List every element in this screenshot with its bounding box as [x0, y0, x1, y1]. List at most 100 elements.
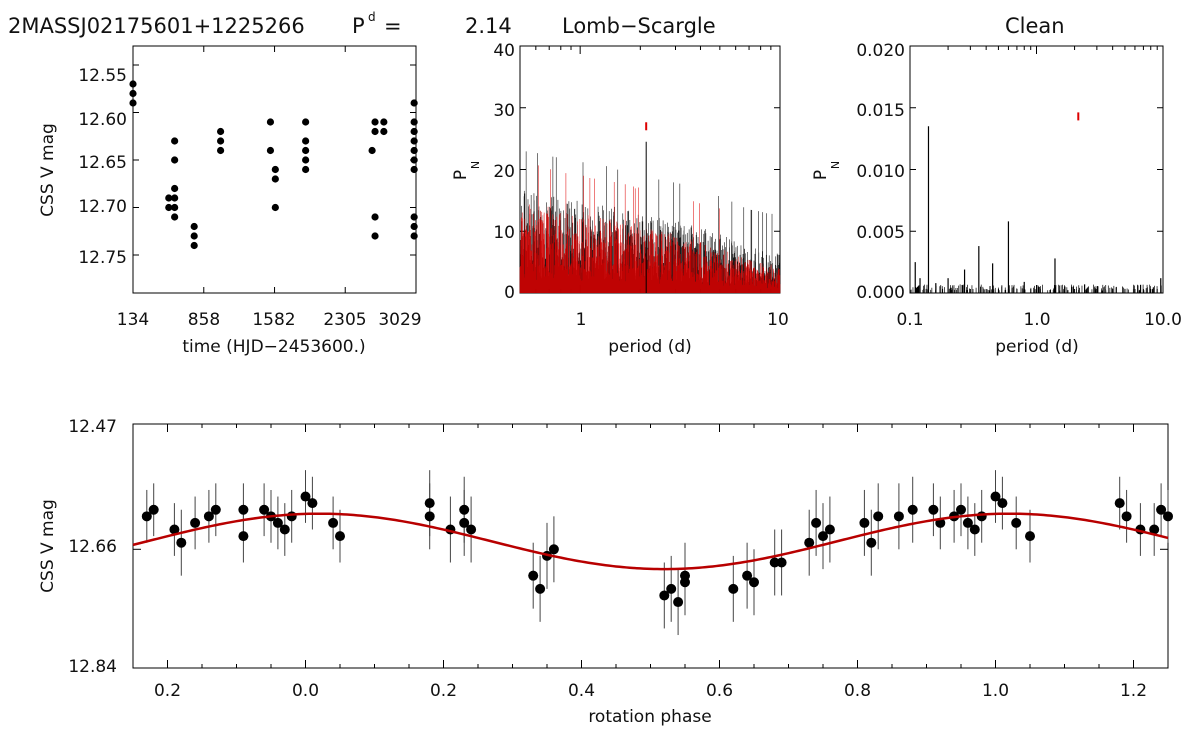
lc-ytick: 12.60 — [78, 110, 127, 130]
phase-xtick: 0.6 — [706, 681, 733, 701]
lightcurve-point — [266, 118, 275, 126]
phase-point — [969, 524, 980, 535]
phase-point — [238, 531, 249, 542]
phase-point — [1121, 511, 1132, 522]
clean-ytick: 0.015 — [856, 101, 905, 121]
phase-point — [424, 498, 435, 509]
phase-point — [190, 517, 201, 528]
lightcurve-point — [410, 165, 418, 174]
clean-ytick: 0.010 — [856, 162, 905, 182]
phase-point — [210, 504, 221, 515]
phase-point — [176, 537, 187, 548]
lomb-ytick: 0 — [504, 283, 515, 303]
phase-point — [424, 511, 435, 522]
lightcurve-point — [129, 99, 137, 107]
lightcurve-ylabel: CSS V mag — [38, 123, 58, 217]
lightcurve-point — [271, 165, 279, 174]
phase-point — [300, 491, 311, 502]
phase-point — [956, 504, 966, 515]
phase-point — [203, 511, 214, 522]
phase-point — [466, 524, 477, 535]
phase-frame — [132, 423, 1169, 669]
lightcurve-point — [380, 127, 388, 136]
lightcurve-point — [302, 165, 310, 174]
lc-xtick: 3029 — [378, 310, 421, 330]
phase-point — [307, 498, 318, 509]
phase-point — [459, 504, 470, 515]
phase-point — [548, 544, 559, 555]
lightcurve-point — [271, 203, 279, 212]
phase-point — [776, 557, 787, 568]
clean-ytick: 0.005 — [856, 223, 905, 243]
phase-xlabel: rotation phase — [588, 707, 711, 727]
phase-ytick: 12.66 — [68, 537, 117, 557]
phase-point — [535, 583, 546, 594]
clean-ylabel: P — [811, 170, 831, 180]
phase-point — [859, 517, 870, 528]
phase-point — [1011, 517, 1022, 528]
phase-point — [1163, 511, 1173, 522]
lightcurve-point — [410, 213, 418, 221]
phase-point — [866, 537, 877, 548]
phase-xtick: 0.2 — [154, 681, 181, 701]
lightcurve-point — [380, 118, 388, 126]
lightcurve-point — [410, 232, 418, 240]
lightcurve-point — [171, 194, 179, 202]
phase-point — [286, 511, 297, 522]
phase-xtick: 0.0 — [292, 681, 319, 701]
star-name: 2MASSJ02175601+1225266 — [8, 14, 305, 38]
phase-point — [976, 511, 987, 522]
phase-point — [148, 504, 159, 515]
phase-ytick: 12.47 — [68, 417, 117, 437]
lomb-ytick: 40 — [493, 41, 515, 61]
phase-ytick: 12.84 — [68, 657, 117, 677]
phase-point — [907, 504, 918, 515]
phase-point — [769, 557, 780, 568]
phase-point — [928, 504, 939, 515]
clean-xtick: 0.1 — [896, 310, 923, 330]
lightcurve-xlabel: time (HJD−2453600.) — [182, 337, 365, 357]
lightcurve-point — [302, 156, 310, 164]
lightcurve-point — [271, 175, 279, 183]
lightcurve-point — [410, 156, 418, 164]
lightcurve-point — [216, 127, 225, 136]
phase-point — [990, 491, 1001, 502]
lomb-xtick: 10 — [767, 310, 789, 330]
phase-point — [749, 577, 759, 588]
phase-xtick: 1.2 — [1120, 681, 1147, 701]
phase-point — [742, 570, 753, 581]
lightcurve-point — [371, 213, 379, 221]
phase-point — [528, 570, 539, 581]
lightcurve-point — [410, 118, 418, 126]
period-sup: d — [368, 10, 376, 24]
lomb-xtick: 1 — [576, 310, 587, 330]
lomb-ytick: 10 — [493, 223, 515, 243]
lomb-ytick: 30 — [493, 101, 515, 121]
phase-xtick: 0.8 — [844, 681, 871, 701]
lomb-title: Lomb−Scargle — [562, 14, 716, 38]
lightcurve-point — [371, 118, 379, 126]
phase-point — [666, 583, 677, 594]
lightcurve-point — [368, 146, 376, 155]
lc-ytick: 12.75 — [78, 248, 127, 268]
phase-point — [997, 498, 1008, 509]
lightcurve-point — [266, 146, 275, 155]
lightcurve-point — [302, 137, 310, 145]
lightcurve-point — [129, 89, 137, 98]
lightcurve-point — [216, 146, 225, 155]
lc-ytick: 12.70 — [78, 197, 127, 217]
period-eq: = — [384, 14, 402, 38]
lomb-ylabel-sub: N — [469, 161, 482, 169]
phase-point — [728, 583, 739, 594]
lightcurve-point — [410, 99, 418, 107]
clean-ytick: 0.020 — [856, 41, 905, 61]
clean-xlabel: period (d) — [995, 337, 1079, 357]
phase-ylabel: CSS V mag — [38, 499, 58, 593]
lightcurve-point — [410, 127, 418, 136]
lightcurve-point — [171, 184, 179, 193]
clean-xtick: 1.0 — [1023, 310, 1050, 330]
chart-marks — [129, 46, 1173, 668]
clean-noise — [910, 284, 1164, 293]
phase-point — [893, 511, 904, 522]
lc-ytick: 12.55 — [78, 66, 127, 86]
